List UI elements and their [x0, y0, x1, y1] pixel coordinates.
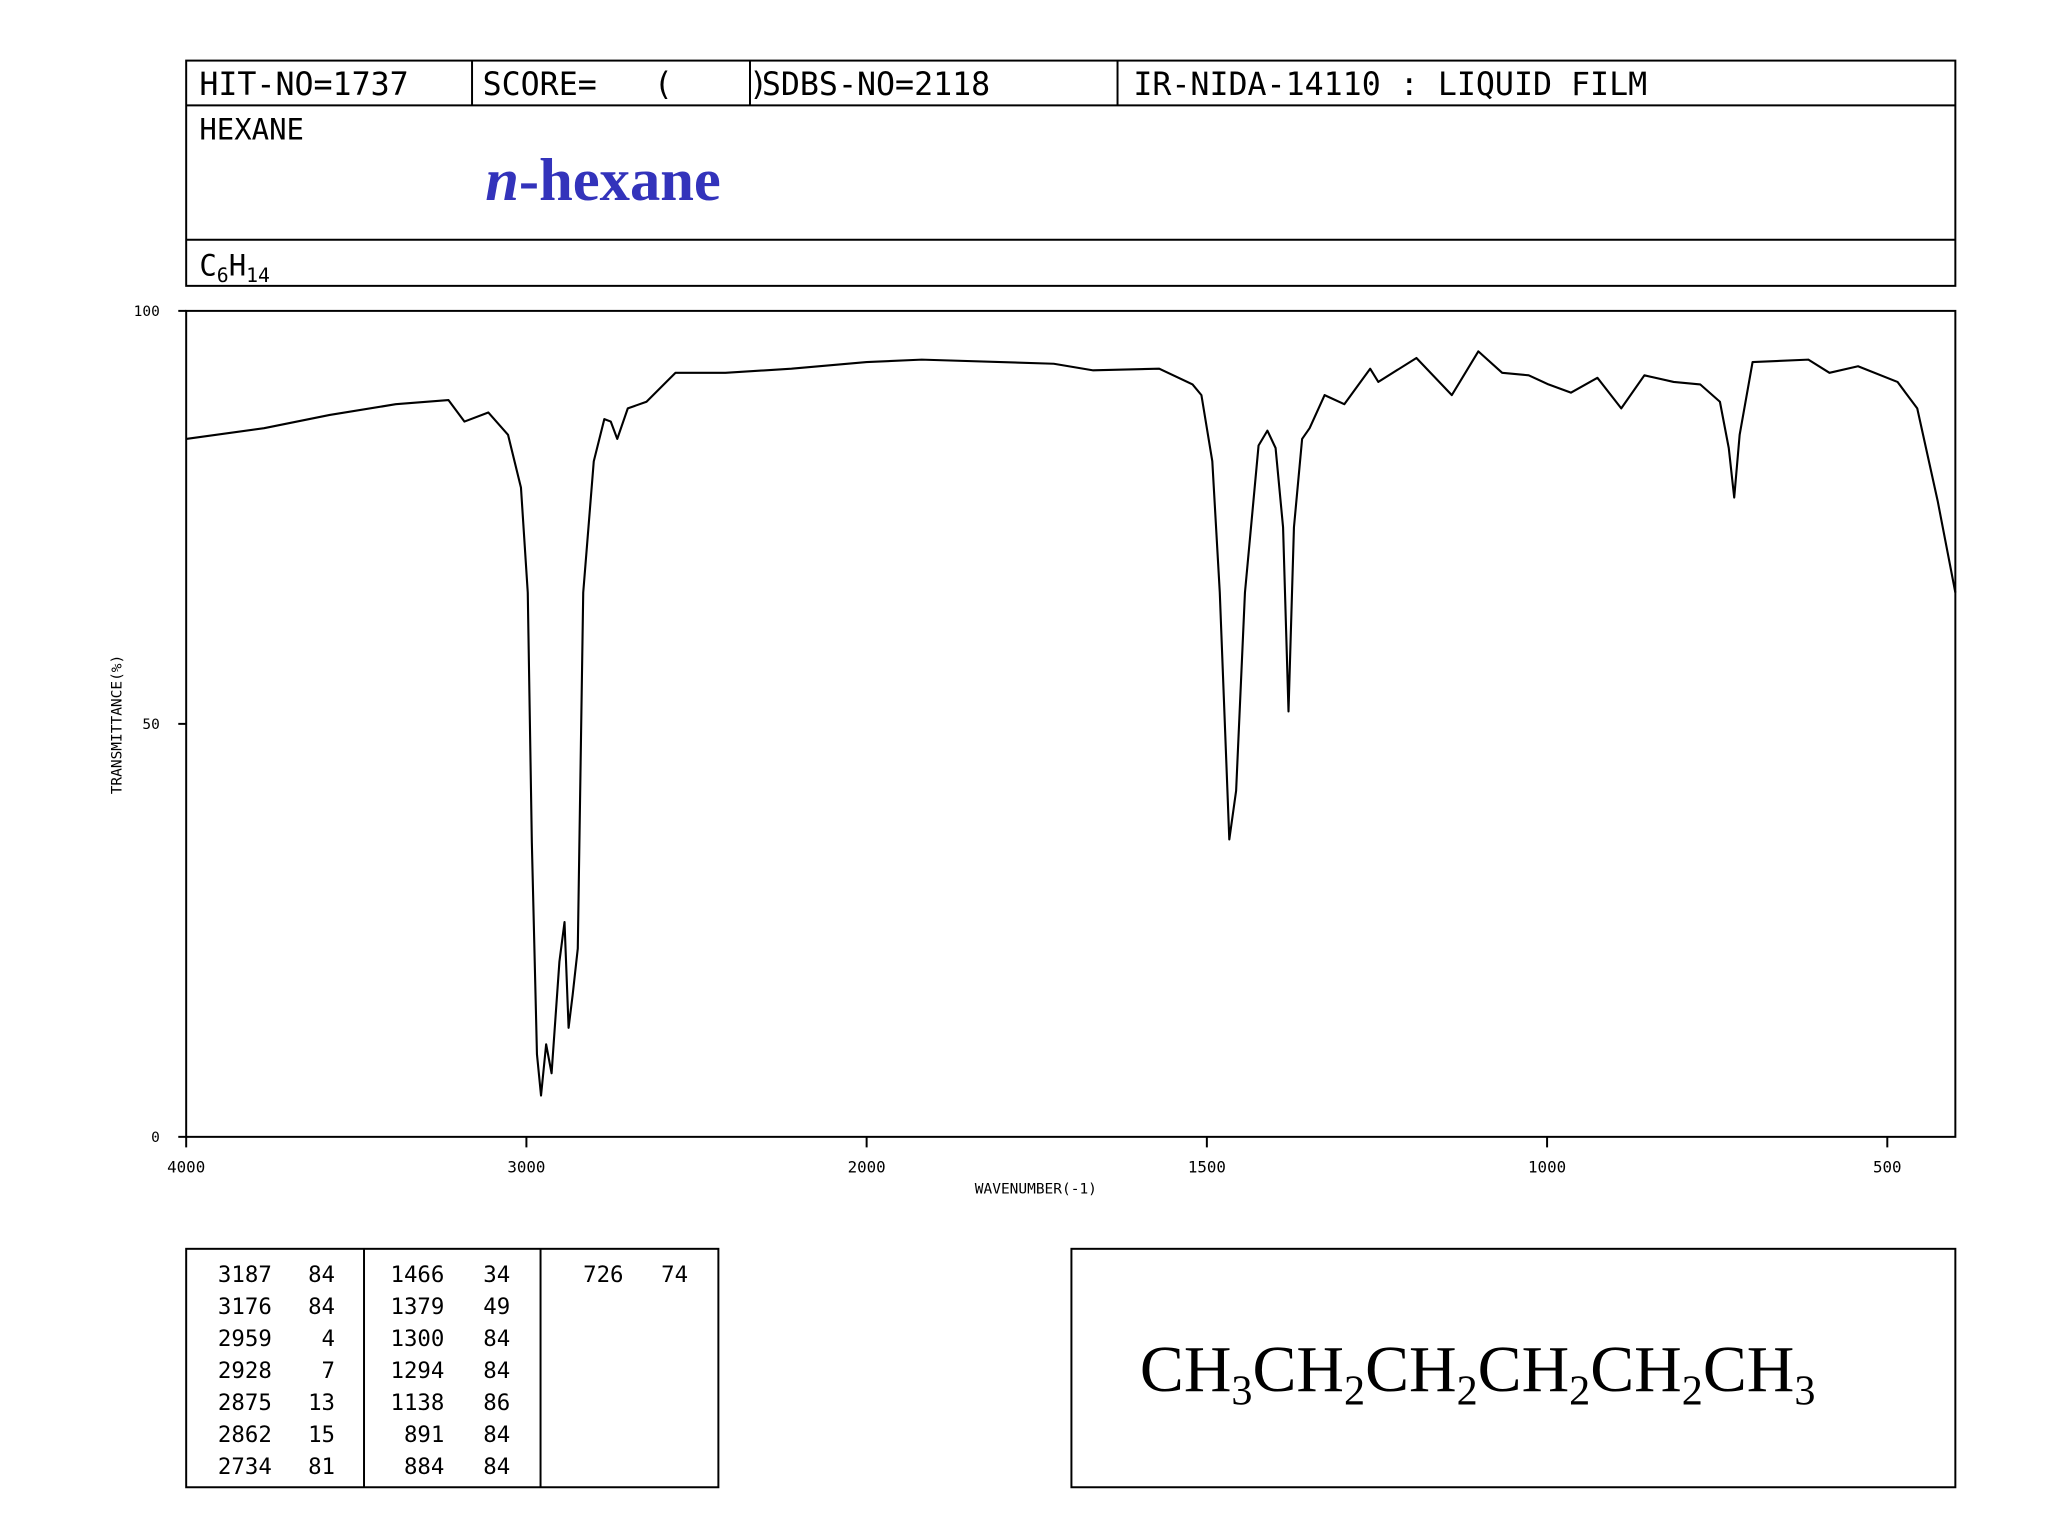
- peak-transmittance: 34: [483, 1262, 510, 1288]
- peak-wavenumber: 726: [583, 1262, 623, 1288]
- common-name: n-hexane: [485, 147, 721, 214]
- peak-transmittance: 49: [483, 1294, 510, 1320]
- peak-transmittance: 15: [308, 1422, 335, 1448]
- peak-wavenumber: 891: [404, 1422, 444, 1448]
- peak-wavenumber: 2959: [218, 1326, 272, 1352]
- peak-transmittance: 7: [322, 1358, 335, 1384]
- y-tick-label: 100: [134, 304, 160, 320]
- y-tick-label: 50: [142, 717, 159, 733]
- sdbs-no: SDBS-NO=2118: [762, 67, 990, 103]
- peak-wavenumber: 1138: [390, 1390, 444, 1416]
- structure-sub: 3: [1794, 1367, 1815, 1414]
- structure-formula: CH3CH2CH2CH2CH2CH3: [1140, 1333, 1815, 1414]
- x-tick-label: 2000: [848, 1157, 886, 1176]
- peak-transmittance: 84: [308, 1294, 335, 1320]
- peak-wavenumber: 1379: [390, 1294, 444, 1320]
- y-tick-label: 0: [151, 1130, 160, 1146]
- peak-wavenumber: 3187: [218, 1262, 272, 1288]
- compound-name: HEXANE: [199, 113, 304, 147]
- hit-no: HIT-NO=1737: [199, 67, 408, 103]
- structure-part: CH: [1365, 1333, 1457, 1406]
- peak-transmittance: 84: [308, 1262, 335, 1288]
- peak-wavenumber: 1466: [390, 1262, 444, 1288]
- structure-sub: 3: [1231, 1367, 1252, 1414]
- structure-sub: 2: [1344, 1367, 1365, 1414]
- structure-box: [1070, 1247, 1957, 1489]
- name: -hexane: [519, 147, 721, 214]
- x-tick-label: 500: [1873, 1157, 1902, 1176]
- peak-wavenumber: 1300: [390, 1326, 444, 1352]
- structure-sub: 2: [1457, 1367, 1478, 1414]
- peak-wavenumber: 3176: [218, 1294, 272, 1320]
- formula-sub: 14: [246, 264, 270, 287]
- peak-transmittance: 84: [483, 1422, 510, 1448]
- peak-wavenumber: 2734: [218, 1454, 272, 1480]
- peak-transmittance: 74: [661, 1262, 688, 1288]
- x-tick-label: 3000: [507, 1157, 545, 1176]
- peak-transmittance: 13: [308, 1390, 335, 1416]
- peak-wavenumber: 2875: [218, 1390, 272, 1416]
- header-box: [185, 59, 1957, 287]
- x-axis-label: WAVENUMBER(-1): [975, 1181, 1097, 1197]
- formula-part: H: [229, 248, 246, 282]
- spectrum-line: [186, 350, 1957, 1097]
- peak-transmittance: 4: [322, 1326, 335, 1352]
- peak-transmittance: 81: [308, 1454, 335, 1480]
- structure-part: CH: [1590, 1333, 1682, 1406]
- peak-wavenumber: 2928: [218, 1358, 272, 1384]
- peak-transmittance: 86: [483, 1390, 510, 1416]
- peak-transmittance: 84: [483, 1326, 510, 1352]
- method: IR-NIDA-14110 : LIQUID FILM: [1133, 67, 1647, 103]
- x-tick-label: 4000: [167, 1157, 205, 1176]
- formula: C6H14: [199, 248, 270, 287]
- structure-part: CH: [1253, 1333, 1345, 1406]
- structure-part: CH: [1703, 1333, 1795, 1406]
- peak-transmittance: 84: [483, 1358, 510, 1384]
- prefix: n: [485, 147, 519, 214]
- structure-sub: 2: [1682, 1367, 1703, 1414]
- structure-part: CH: [1478, 1333, 1570, 1406]
- x-tick-label: 1500: [1188, 1157, 1226, 1176]
- structure-sub: 2: [1569, 1367, 1590, 1414]
- peak-table: [185, 1247, 720, 1489]
- x-tick-label: 1000: [1528, 1157, 1566, 1176]
- peak-wavenumber: 884: [404, 1454, 444, 1480]
- score: SCORE= ( ): [483, 67, 768, 103]
- structure-part: CH: [1140, 1333, 1232, 1406]
- formula-sub: 6: [217, 264, 229, 287]
- plot-frame: [185, 309, 1957, 1138]
- y-axis-label: TRANSMITTANCE(%): [110, 655, 126, 795]
- formula-part: C: [199, 248, 216, 282]
- peak-wavenumber: 1294: [390, 1358, 444, 1384]
- peak-wavenumber: 2862: [218, 1422, 272, 1448]
- peak-transmittance: 84: [483, 1454, 510, 1480]
